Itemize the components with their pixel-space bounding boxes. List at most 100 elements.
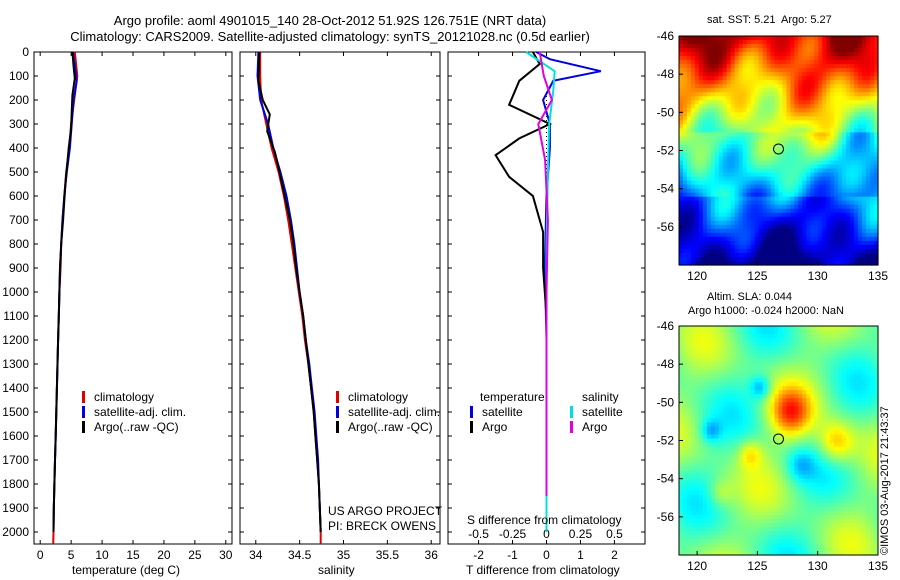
map-cell: [750, 414, 756, 420]
map-cell: [738, 256, 744, 262]
map-cell: [714, 466, 720, 472]
map-cell: [710, 156, 716, 162]
map-cell: [714, 96, 720, 101]
map-cell: [679, 124, 684, 130]
map-cell: [750, 128, 756, 134]
map-cell: [758, 60, 764, 65]
map-cell: [854, 350, 859, 355]
map-cell: [802, 256, 807, 262]
map-cell: [798, 152, 803, 158]
map-cell: [750, 370, 756, 375]
map-cell: [742, 466, 748, 472]
map-cell: [686, 152, 692, 158]
map-cell: [746, 470, 752, 476]
map-cell: [770, 56, 776, 61]
map-cell: [766, 224, 772, 230]
map-cell: [818, 462, 823, 468]
map-cell: [858, 236, 863, 242]
map-cell: [854, 132, 859, 138]
map-cell: [774, 184, 780, 190]
map-cell: [838, 244, 843, 250]
map-cell: [870, 466, 875, 472]
map-cell: [702, 232, 708, 238]
map-cell: [718, 338, 724, 343]
map-cell: [874, 148, 879, 154]
map-cell: [774, 80, 780, 85]
map-cell: [758, 474, 764, 480]
map-cell: [834, 402, 839, 407]
map-cell: [726, 68, 732, 73]
map-cell: [874, 156, 879, 162]
map-cell: [742, 112, 748, 117]
x-tick-label: 135: [868, 269, 888, 283]
map-cell: [682, 140, 688, 146]
map-cell: [846, 326, 851, 331]
map-cell: [714, 228, 720, 234]
map-cell: [726, 152, 732, 158]
map-cell: [850, 40, 855, 45]
map-cell: [778, 366, 784, 371]
map-cell: [862, 104, 867, 109]
map-cell: [679, 156, 684, 162]
map-cell: [694, 418, 700, 424]
map-cell: [822, 338, 827, 343]
map-cell: [782, 128, 788, 134]
map-cell: [734, 346, 740, 351]
map-cell: [830, 232, 835, 238]
map-cell: [718, 192, 724, 198]
map-cell: [786, 358, 792, 363]
map-cell: [818, 458, 823, 464]
map-cell: [778, 128, 784, 134]
map-cell: [702, 382, 708, 387]
map-cell: [826, 342, 831, 347]
map-cell: [694, 244, 700, 250]
map-cell: [758, 196, 764, 202]
map-cell: [686, 236, 692, 242]
map-cell: [690, 192, 696, 198]
map-cell: [866, 402, 871, 407]
profile-panel-3: -2 -1 0 1 2-0.5 -0.25 0 0.25 0.5: [447, 51, 646, 562]
map-cell: [866, 442, 871, 448]
map-cell: [874, 462, 879, 468]
map-cell: [782, 406, 788, 411]
map-cell: [762, 418, 768, 424]
map-cell: [826, 144, 831, 150]
map-cell: [758, 438, 764, 444]
map-cell: [834, 120, 839, 125]
map-cell: [858, 36, 863, 41]
map-cell: [746, 160, 752, 166]
map-cell: [758, 44, 764, 49]
map-cell: [782, 224, 788, 230]
map-cell: [754, 44, 760, 49]
map-cell: [778, 120, 784, 125]
map-cell: [682, 442, 688, 448]
map-cell: [762, 36, 768, 41]
map-cell: [734, 430, 740, 436]
map-cell: [738, 370, 744, 375]
map-cell: [754, 224, 760, 230]
map-cell: [694, 224, 700, 230]
map-cell: [826, 426, 831, 432]
x-tick-label: 2: [611, 548, 618, 562]
map-cell: [694, 256, 700, 262]
map-cell: [702, 244, 708, 250]
map-cell: [838, 216, 843, 222]
map-cell: [814, 196, 819, 202]
map-cell: [698, 248, 704, 254]
map-cell: [710, 454, 716, 460]
map-cell: [738, 236, 744, 242]
map-cell: [782, 228, 788, 234]
map-cell: [742, 160, 748, 166]
map-cell: [690, 208, 696, 214]
map-cell: [742, 68, 748, 73]
map-cell: [854, 184, 859, 190]
map-cell: [742, 140, 748, 146]
map-cell: [730, 390, 736, 395]
map-cell: [742, 454, 748, 460]
map-cell: [679, 180, 684, 186]
map-cell: [870, 104, 875, 109]
map-cell: [710, 438, 716, 444]
map-cell: [726, 366, 732, 371]
map-cell: [714, 430, 720, 436]
map-cell: [778, 474, 784, 480]
